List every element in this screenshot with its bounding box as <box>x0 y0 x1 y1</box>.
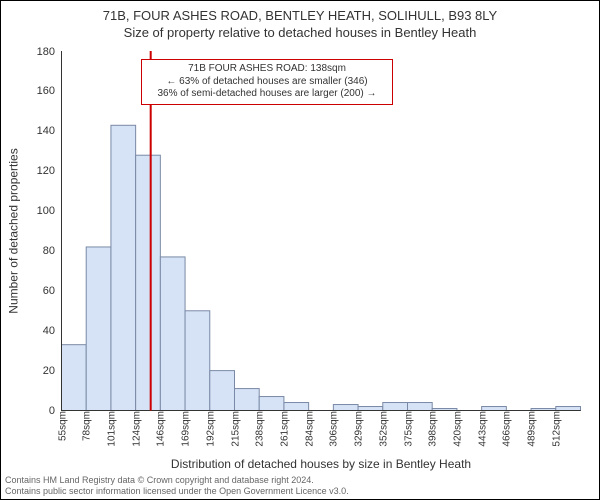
y-tick-label: 100 <box>37 205 61 217</box>
x-tick-label: 420sqm <box>450 411 463 447</box>
y-tick-label: 120 <box>37 165 61 177</box>
histogram-bar <box>185 311 210 411</box>
x-tick-label: 306sqm <box>327 411 340 447</box>
chart-container: 71B, FOUR ASHES ROAD, BENTLEY HEATH, SOL… <box>0 0 600 500</box>
x-tick-label: 398sqm <box>426 411 439 447</box>
x-axis-label: Distribution of detached houses by size … <box>61 457 581 471</box>
callout-line1: 71B FOUR ASHES ROAD: 138sqm <box>148 63 386 76</box>
histogram-bar <box>235 389 260 411</box>
x-tick-label: 146sqm <box>154 411 167 447</box>
x-tick-label: 215sqm <box>228 411 241 447</box>
histogram-bar <box>160 257 185 411</box>
y-tick-label: 80 <box>43 245 61 257</box>
x-tick-label: 169sqm <box>179 411 192 447</box>
y-tick-label: 140 <box>37 125 61 137</box>
y-axis-label-text: Number of detached properties <box>7 148 21 313</box>
histogram-bar <box>210 371 235 411</box>
x-tick-label: 78sqm <box>80 411 93 441</box>
footer-line1: Contains HM Land Registry data © Crown c… <box>5 475 349 486</box>
y-tick-label: 160 <box>37 85 61 97</box>
histogram-bar <box>111 125 136 410</box>
histogram-bar <box>482 407 507 411</box>
x-tick-label: 375sqm <box>401 411 414 447</box>
histogram-bar <box>383 403 408 411</box>
x-tick-label: 352sqm <box>376 411 389 447</box>
histogram-bar <box>333 405 358 411</box>
y-tick-label: 20 <box>43 365 61 377</box>
x-tick-label: 329sqm <box>352 411 365 447</box>
x-tick-label: 124sqm <box>129 411 142 447</box>
x-tick-label: 284sqm <box>302 411 315 447</box>
histogram-bar <box>358 407 383 411</box>
footer-line2: Contains public sector information licen… <box>5 486 349 497</box>
callout-box: 71B FOUR ASHES ROAD: 138sqm ← 63% of det… <box>141 59 393 105</box>
x-tick-label: 192sqm <box>203 411 216 447</box>
histogram-bar <box>408 403 433 411</box>
x-tick-label: 238sqm <box>253 411 266 447</box>
histogram-bar <box>86 247 111 411</box>
x-tick-label: 512sqm <box>549 411 562 447</box>
histogram-bar <box>136 155 161 410</box>
x-tick-label: 443sqm <box>475 411 488 447</box>
plot-area: 02040608010012014016018055sqm78sqm101sqm… <box>61 51 581 411</box>
histogram-bar <box>62 345 87 411</box>
chart-title-line2: Size of property relative to detached ho… <box>1 25 599 40</box>
x-tick-label: 261sqm <box>277 411 290 447</box>
y-tick-label: 40 <box>43 325 61 337</box>
x-tick-label: 55sqm <box>55 411 68 441</box>
footer: Contains HM Land Registry data © Crown c… <box>5 475 349 497</box>
histogram-bar <box>556 407 581 411</box>
x-tick-label: 466sqm <box>500 411 513 447</box>
y-tick-label: 60 <box>43 285 61 297</box>
histogram-bar <box>259 397 284 411</box>
x-tick-label: 101sqm <box>104 411 117 447</box>
callout-line3: 36% of semi-detached houses are larger (… <box>148 88 386 101</box>
x-tick-label: 489sqm <box>525 411 538 447</box>
histogram-svg <box>61 51 581 411</box>
chart-title-line1: 71B, FOUR ASHES ROAD, BENTLEY HEATH, SOL… <box>1 8 599 23</box>
histogram-bar <box>284 403 309 411</box>
y-axis-label: Number of detached properties <box>7 51 21 411</box>
y-tick-label: 180 <box>37 46 61 58</box>
callout-line2: ← 63% of detached houses are smaller (34… <box>148 76 386 89</box>
